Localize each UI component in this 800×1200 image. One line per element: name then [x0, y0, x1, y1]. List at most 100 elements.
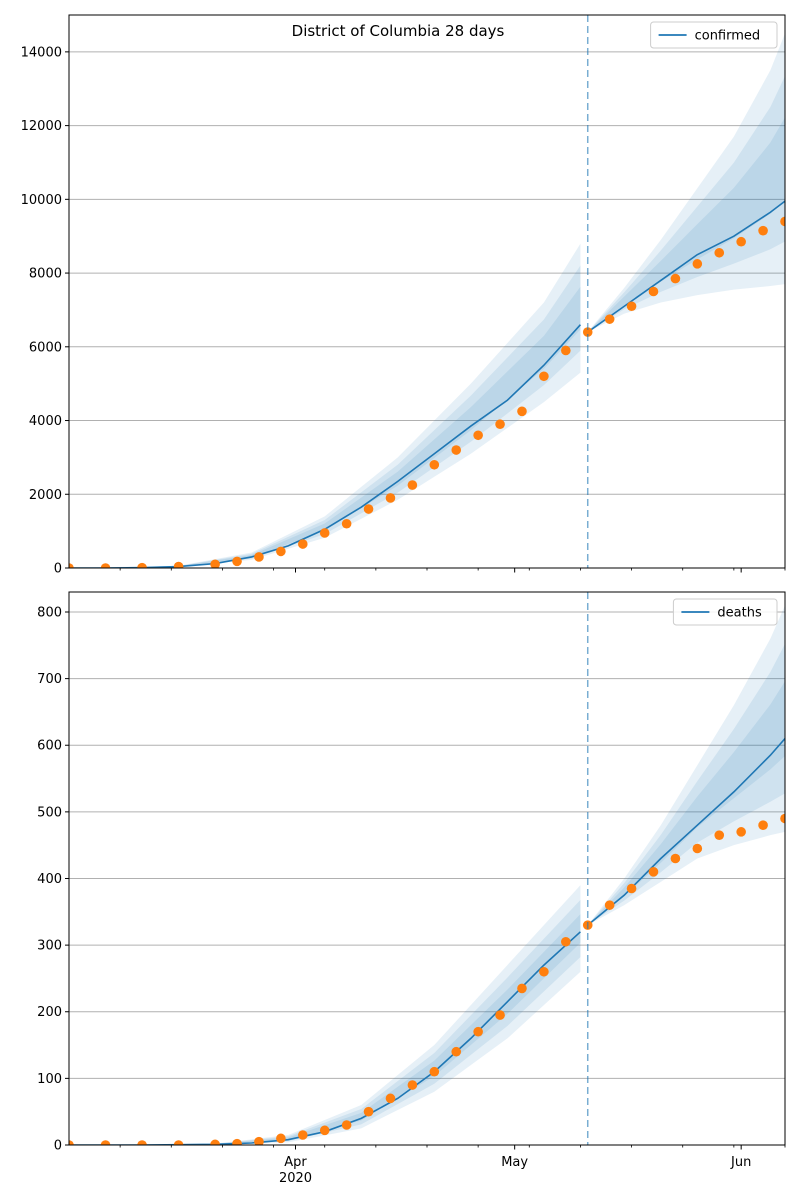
- y-tick-label: 300: [37, 939, 62, 954]
- observed-point: [276, 546, 286, 557]
- observed-point: [714, 247, 725, 258]
- observed-point: [517, 983, 527, 994]
- observed-point: [692, 843, 703, 854]
- observed-point: [363, 1106, 374, 1117]
- legend-label: confirmed: [695, 29, 761, 44]
- observed-point: [407, 480, 418, 490]
- observed-point: [692, 259, 703, 269]
- observed-point: [407, 1080, 418, 1090]
- observed-point: [582, 327, 593, 337]
- uncertainty-band: [587, 643, 785, 926]
- uncertainty-band: [587, 76, 785, 333]
- observed-point: [626, 301, 637, 312]
- y-tick-label: 14000: [21, 45, 62, 60]
- observed-point: [100, 1140, 111, 1145]
- observed-point: [254, 552, 264, 562]
- observed-point: [495, 1010, 505, 1020]
- x-tick-label: Jun: [730, 1155, 751, 1170]
- observed-point: [100, 563, 111, 568]
- plot-area: [69, 33, 785, 568]
- observed-point: [670, 853, 681, 864]
- uncertainty-band: [587, 33, 785, 333]
- observed-point: [254, 1136, 264, 1145]
- observed-point: [648, 286, 659, 297]
- observed-point: [173, 561, 184, 568]
- chart-title: District of Columbia 28 days: [292, 22, 505, 40]
- y-tick-label: 200: [37, 1005, 62, 1020]
- uncertainty-band: [69, 885, 581, 1145]
- observed-point: [604, 900, 615, 910]
- observed-point: [232, 556, 242, 567]
- confirmed-panel: 0 2000 4000 6000 8000 10000 12000 14000 confirme…: [21, 14, 786, 577]
- observed-point: [69, 1140, 74, 1145]
- observed-point: [517, 406, 527, 417]
- observed-point: [297, 539, 308, 549]
- y-tick-label: 4000: [29, 414, 62, 429]
- uncertainty-band: [69, 899, 581, 1145]
- observed-point: [137, 1140, 147, 1145]
- model-line: [587, 200, 785, 333]
- observed-point: [276, 1133, 286, 1144]
- observed-point: [758, 225, 768, 236]
- observed-point: [539, 371, 549, 382]
- y-tick-label: 6000: [29, 340, 62, 355]
- observed-point: [714, 830, 725, 840]
- observed-point: [363, 504, 374, 514]
- y-tick-label: 600: [37, 739, 62, 754]
- observed-point: [173, 1140, 184, 1145]
- y-tick-label: 800: [37, 605, 62, 620]
- uncertainty-band: [587, 117, 785, 333]
- observed-point: [385, 493, 396, 503]
- y-tick-label: 100: [37, 1072, 62, 1087]
- y-tick-label: 0: [54, 562, 62, 577]
- legend-box: [650, 21, 778, 49]
- observed-point: [341, 518, 352, 529]
- observed-point: [232, 1138, 242, 1145]
- observed-point: [473, 430, 483, 441]
- observed-point: [137, 562, 147, 568]
- y-tick-label: 12000: [21, 119, 62, 134]
- observed-point: [670, 273, 681, 284]
- observed-point: [451, 1046, 462, 1057]
- observed-point: [341, 1120, 352, 1130]
- model-line: [587, 738, 785, 926]
- legend-box: [672, 598, 778, 626]
- uncertainty-band: [587, 605, 785, 926]
- observed-point: [69, 563, 74, 568]
- observed-point: [604, 314, 615, 324]
- observed-point: [561, 345, 571, 356]
- observed-point: [429, 1066, 440, 1077]
- observed-point: [561, 936, 571, 947]
- observed-point: [495, 419, 505, 430]
- y-tick-label: 2000: [29, 488, 62, 503]
- observed-point: [297, 1130, 308, 1140]
- uncertainty-band: [69, 265, 581, 568]
- plot-area: [69, 605, 785, 1145]
- observed-point: [210, 1139, 220, 1145]
- observed-point: [429, 459, 440, 470]
- observed-point: [780, 216, 785, 227]
- legend-label: deaths: [717, 606, 762, 621]
- observed-point: [385, 1093, 396, 1104]
- observed-point: [736, 236, 746, 247]
- observed-point: [451, 445, 462, 455]
- y-tick-label: 0: [54, 1139, 62, 1154]
- observed-point: [210, 559, 220, 568]
- observed-point: [648, 867, 659, 877]
- y-tick-label: 500: [37, 805, 62, 820]
- x-tick-label: Apr: [284, 1155, 307, 1170]
- y-tick-label: 8000: [29, 267, 62, 282]
- observed-point: [473, 1026, 483, 1037]
- observed-point: [758, 820, 768, 830]
- x-tick-label: May: [501, 1155, 528, 1170]
- observed-point: [539, 966, 549, 977]
- y-tick-label: 700: [37, 672, 62, 687]
- observed-point: [319, 1125, 330, 1136]
- observed-point: [319, 528, 330, 538]
- observed-point: [736, 827, 746, 837]
- uncertainty-band: [69, 243, 581, 568]
- y-tick-label: 10000: [21, 193, 62, 208]
